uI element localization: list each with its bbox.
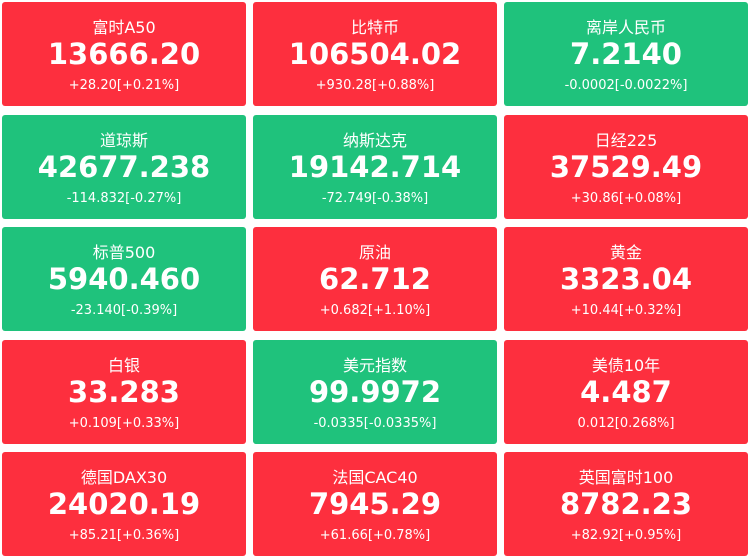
quote-tile: 美债10年 4.487 0.012[0.268%] [504, 339, 748, 444]
quote-price: 33.283 [68, 374, 180, 409]
quote-price: 13666.20 [47, 37, 201, 71]
quote-tile: 黄金 3323.04 +10.44[+0.32%] [504, 227, 748, 331]
quote-tile: 标普500 5940.460 -23.140[-0.39%] [2, 227, 246, 331]
quote-price: 7.2140 [570, 37, 682, 71]
quote-name: 纳斯达克 [342, 130, 407, 150]
quote-name: 美债10年 [591, 355, 661, 375]
quote-tile: 法国CAC40 7945.29 +61.66[+0.78%] [253, 452, 497, 556]
quote-change: +85.21[+0.36%] [68, 528, 180, 543]
quote-change: -23.140[-0.39%] [70, 303, 178, 318]
quote-name: 法国CAC40 [332, 468, 418, 487]
quote-price: 19142.714 [288, 149, 462, 184]
quote-name: 白银 [107, 355, 140, 375]
quote-change: +0.109[+0.33%] [68, 415, 180, 431]
quote-price: 24020.19 [47, 487, 201, 521]
quote-tile: 富时A50 13666.20 +28.20[+0.21%] [2, 2, 246, 106]
quote-price: 42677.238 [37, 149, 211, 184]
quote-change: +930.28[+0.88%] [315, 78, 435, 93]
quote-tile: 美元指数 99.9972 -0.0335[-0.0335%] [253, 339, 497, 444]
quote-name: 离岸人民币 [585, 18, 666, 37]
quote-change: -0.0335[-0.0335%] [313, 415, 437, 431]
quote-change: +10.44[+0.32%] [570, 303, 682, 318]
quote-price: 8782.23 [559, 487, 693, 521]
quote-name: 英国富时100 [578, 468, 674, 487]
quote-change: -0.0002[-0.0022%] [564, 78, 688, 93]
quote-name: 原油 [358, 243, 391, 262]
quote-tile: 离岸人民币 7.2140 -0.0002[-0.0022%] [504, 2, 748, 106]
quote-change: -72.749[-0.38%] [321, 190, 429, 206]
quote-name: 标普500 [92, 243, 156, 262]
quote-price: 62.712 [319, 262, 431, 296]
quote-tile: 日经225 37529.49 +30.86[+0.08%] [504, 114, 748, 219]
quote-name: 德国DAX30 [80, 468, 168, 487]
quote-name: 黄金 [609, 243, 642, 262]
quote-tile: 比特币 106504.02 +930.28[+0.88%] [253, 2, 497, 106]
quote-tile: 英国富时100 8782.23 +82.92[+0.95%] [504, 452, 748, 556]
quote-change: +30.86[+0.08%] [570, 190, 682, 206]
quote-tile: 白银 33.283 +0.109[+0.33%] [2, 339, 246, 444]
quote-price: 3323.04 [559, 262, 693, 296]
quote-tile: 道琼斯 42677.238 -114.832[-0.27%] [2, 114, 246, 219]
quote-price: 106504.02 [288, 37, 462, 71]
quote-name: 道琼斯 [99, 130, 148, 150]
quote-tile: 纳斯达克 19142.714 -72.749[-0.38%] [253, 114, 497, 219]
quote-price: 5940.460 [47, 262, 201, 296]
quote-change: -114.832[-0.27%] [66, 190, 182, 206]
quote-price: 7945.29 [308, 487, 442, 521]
quote-price: 99.9972 [308, 374, 442, 409]
quote-tile: 德国DAX30 24020.19 +85.21[+0.36%] [2, 452, 246, 556]
quote-name: 日经225 [594, 130, 658, 150]
quote-change: +28.20[+0.21%] [68, 78, 180, 93]
quote-price: 4.487 [580, 374, 672, 409]
quote-change: +61.66[+0.78%] [319, 528, 431, 543]
quote-change: 0.012[0.268%] [577, 415, 675, 431]
quote-price: 37529.49 [549, 149, 703, 184]
quote-change: +82.92[+0.95%] [570, 528, 682, 543]
quote-name: 富时A50 [92, 18, 156, 37]
quote-name: 比特币 [350, 18, 399, 37]
quote-change: +0.682[+1.10%] [319, 303, 431, 318]
quote-tile: 原油 62.712 +0.682[+1.10%] [253, 227, 497, 331]
quote-name: 美元指数 [342, 355, 407, 375]
